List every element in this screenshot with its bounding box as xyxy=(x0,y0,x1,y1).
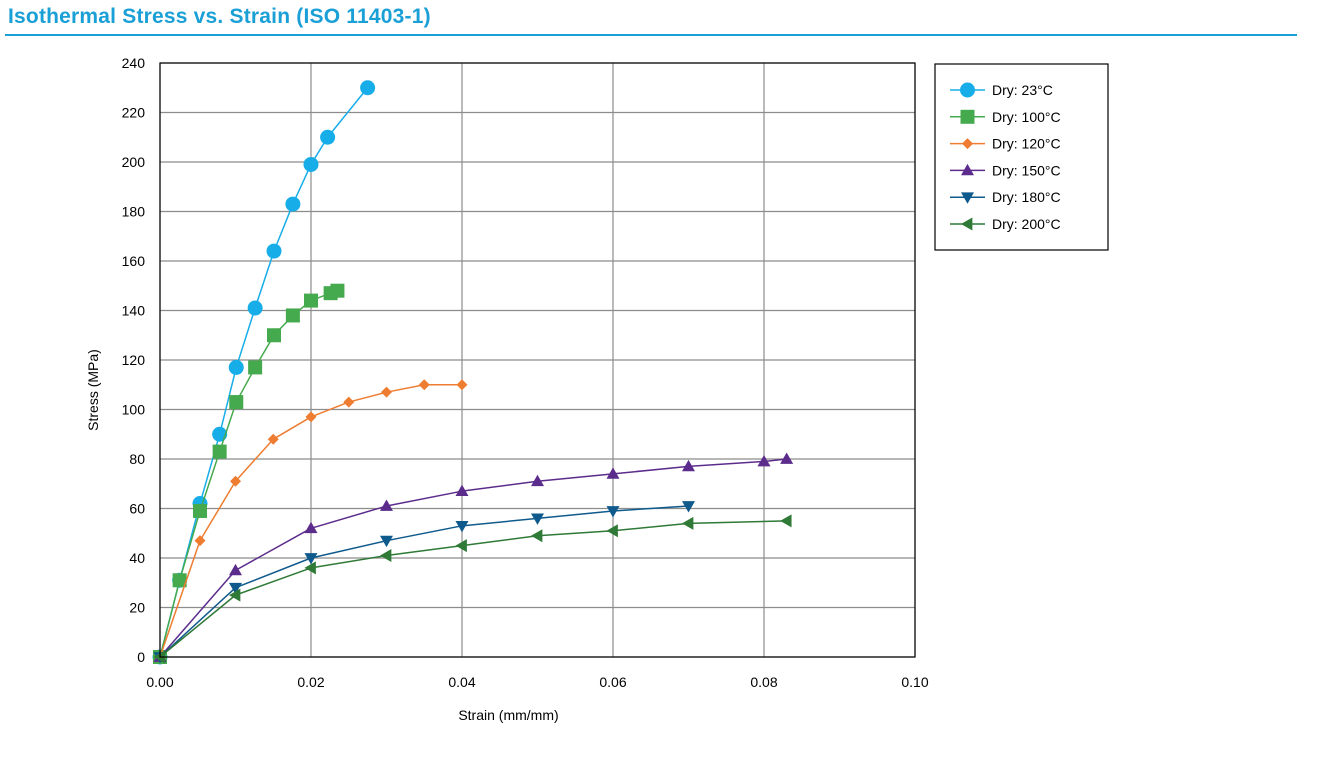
data-point-marker xyxy=(380,499,393,511)
data-point-marker xyxy=(266,243,282,259)
legend-entry: Dry: 150°C xyxy=(992,162,1061,178)
y-axis-label: Stress (MPa) xyxy=(85,349,101,431)
data-point-marker xyxy=(304,293,318,308)
data-point-marker xyxy=(230,475,241,487)
legend-swatch-marker xyxy=(961,192,974,204)
data-point-marker xyxy=(606,467,620,479)
data-point-marker xyxy=(380,535,393,548)
data-point-marker xyxy=(531,513,544,525)
data-point-marker xyxy=(418,379,430,391)
data-point-marker xyxy=(212,444,227,459)
x-tick-label: 0.10 xyxy=(901,674,928,690)
plot-frame xyxy=(159,62,916,658)
data-point-marker xyxy=(531,474,544,487)
y-tick-label: 40 xyxy=(129,550,145,566)
data-point-marker xyxy=(285,308,300,323)
data-point-marker xyxy=(455,520,469,533)
data-point-marker xyxy=(229,563,242,576)
series-1 xyxy=(153,283,345,664)
data-point-marker xyxy=(455,539,467,553)
data-point-marker xyxy=(330,283,345,298)
data-point-marker xyxy=(682,501,695,513)
data-point-marker xyxy=(193,503,208,518)
data-point-marker xyxy=(757,454,771,467)
data-point-marker xyxy=(360,80,376,96)
data-point-marker xyxy=(320,129,336,145)
data-point-marker xyxy=(153,650,165,664)
series-layer xyxy=(152,80,794,665)
chart-title: Isothermal Stress vs. Strain (ISO 11403-… xyxy=(8,5,431,28)
legend-swatch-marker xyxy=(960,82,975,98)
data-point-marker xyxy=(780,514,792,528)
y-tick-label: 60 xyxy=(129,501,145,517)
y-tick-label: 100 xyxy=(122,402,146,418)
series-3 xyxy=(153,452,794,662)
data-point-marker xyxy=(229,582,242,595)
series-line xyxy=(159,458,787,658)
legend-swatch-marker xyxy=(962,138,973,150)
legend-entry: Dry: 100°C xyxy=(992,109,1061,125)
x-tick-label: 0.02 xyxy=(297,674,324,690)
data-point-marker xyxy=(229,395,244,410)
legend-swatch-marker xyxy=(961,217,973,231)
series-line xyxy=(159,520,787,658)
data-point-marker xyxy=(682,459,695,472)
x-tick-label: 0.04 xyxy=(448,674,475,690)
series-4 xyxy=(153,501,695,664)
data-point-marker xyxy=(248,360,263,375)
data-point-marker xyxy=(305,411,317,423)
y-tick-label: 180 xyxy=(122,204,146,220)
legend-swatch-marker xyxy=(960,109,975,124)
data-point-marker xyxy=(267,433,279,445)
y-tick-label: 140 xyxy=(122,303,146,319)
y-tick-label: 120 xyxy=(122,352,146,368)
data-point-marker xyxy=(343,396,355,408)
title-divider xyxy=(5,34,1297,36)
data-point-marker xyxy=(247,300,263,316)
data-point-marker xyxy=(304,553,318,565)
data-point-marker xyxy=(780,452,794,464)
data-point-marker xyxy=(304,521,318,534)
tick-labels: 0.00 0.02 0.04 0.06 0.08 0.10 0 20 40 60 80 100 120 1… xyxy=(122,55,929,690)
data-point-marker xyxy=(267,328,282,343)
series-line xyxy=(159,505,689,658)
data-point-marker xyxy=(194,535,206,547)
data-point-marker xyxy=(285,196,301,212)
legend-swatch-marker xyxy=(961,163,974,176)
y-tick-label: 220 xyxy=(122,105,146,121)
legend-entry: Dry: 120°C xyxy=(992,136,1061,152)
legend-entry: Dry: 180°C xyxy=(992,189,1061,205)
x-tick-label: 0.06 xyxy=(599,674,626,690)
y-tick-label: 160 xyxy=(122,253,146,269)
data-point-marker xyxy=(172,573,187,588)
legend-entry: Dry: 200°C xyxy=(992,216,1061,232)
y-tick-label: 0 xyxy=(137,649,145,665)
data-point-marker xyxy=(531,529,543,543)
data-point-marker xyxy=(303,156,319,172)
data-point-marker xyxy=(381,386,392,398)
y-tick-label: 240 xyxy=(122,55,146,71)
data-point-marker xyxy=(228,359,244,375)
x-axis-label: Strain (mm/mm) xyxy=(458,707,558,723)
y-tick-label: 20 xyxy=(129,600,145,616)
data-point-marker xyxy=(212,426,228,442)
grid xyxy=(159,62,916,658)
series-line xyxy=(159,87,369,658)
legend-entry: Dry: 23°C xyxy=(992,82,1053,98)
data-point-marker xyxy=(455,484,469,497)
x-tick-label: 0.08 xyxy=(750,674,777,690)
legend: Dry: 23°C Dry: 100°C Dry: 120°C Dry: 150°C D… xyxy=(934,63,1109,251)
y-tick-label: 200 xyxy=(122,154,146,170)
x-tick-label: 0.00 xyxy=(146,674,173,690)
series-5 xyxy=(153,514,792,664)
data-point-marker xyxy=(606,524,618,538)
data-point-marker xyxy=(304,561,316,575)
data-point-marker xyxy=(380,549,392,563)
data-point-marker xyxy=(229,588,241,602)
y-tick-label: 80 xyxy=(129,451,145,467)
data-point-marker xyxy=(456,379,468,391)
data-point-marker xyxy=(606,506,620,518)
data-point-marker xyxy=(682,516,694,530)
